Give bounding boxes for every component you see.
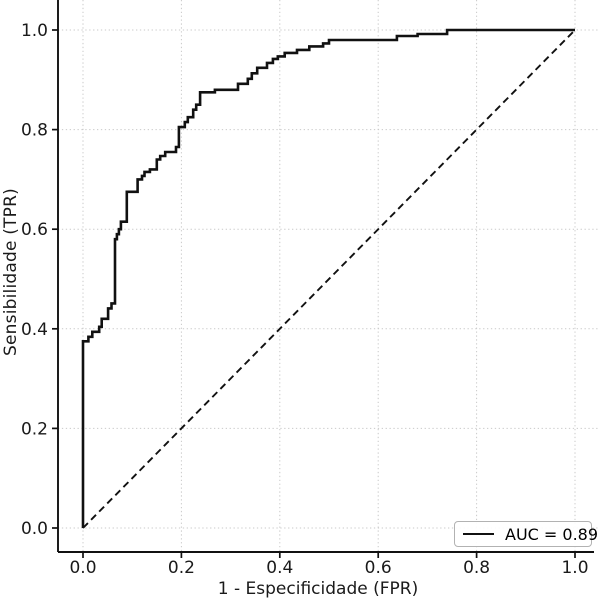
x-tick-label: 0.8 <box>463 558 490 578</box>
x-tick-label: 1.0 <box>561 558 588 578</box>
legend-label: AUC = 0.89 <box>505 524 599 544</box>
legend: AUC = 0.89 <box>454 521 598 547</box>
roc-curve-line <box>81 28 575 528</box>
y-tick-label: 0.0 <box>21 519 48 539</box>
y-tick-label: 0.4 <box>21 320 48 340</box>
x-tick-label: 0.0 <box>69 558 96 578</box>
y-tick-label: 1.0 <box>21 21 48 41</box>
x-tick-label: 0.4 <box>266 558 293 578</box>
x-axis-label: 1 - Especificidade (FPR) <box>217 579 419 599</box>
y-tick-label: 0.6 <box>21 220 48 240</box>
y-tick-label: 0.2 <box>21 419 48 439</box>
x-tick-label: 0.2 <box>168 558 195 578</box>
legend-line-sample <box>463 533 494 535</box>
x-tick-label: 0.6 <box>365 558 392 578</box>
y-tick-label: 0.8 <box>21 121 48 141</box>
y-axis-label: Sensibilidade (TPR) <box>1 188 21 356</box>
chance-diagonal-line <box>82 29 576 529</box>
